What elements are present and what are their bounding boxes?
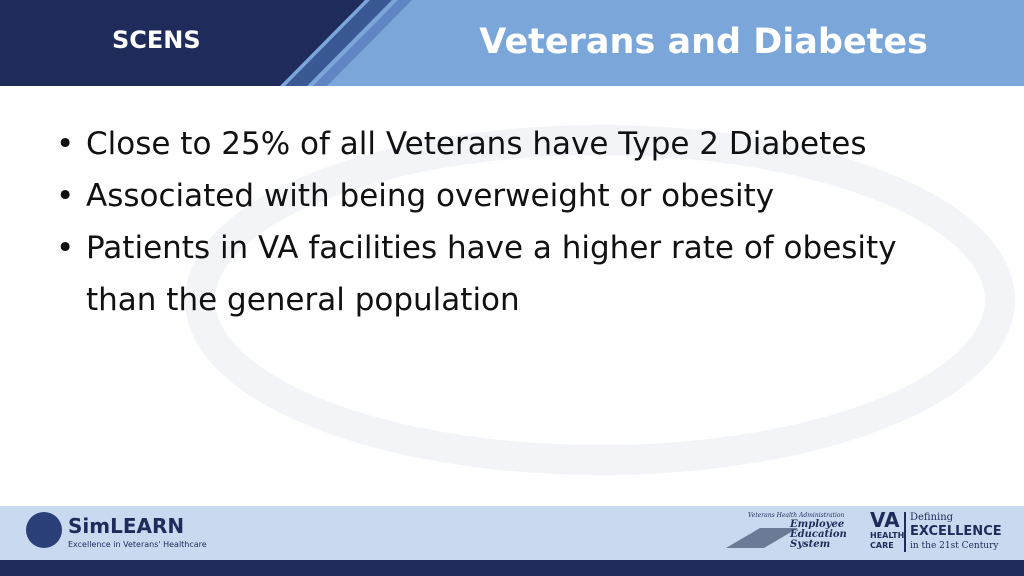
simlearn-globe [26,512,62,548]
ees-org: Veterans Health Administration [748,512,845,519]
va-excellence: EXCELLENCE [910,524,1002,539]
simlearn-tagline: Excellence in Veterans' Healthcare [68,540,207,549]
header-stripe [313,0,412,86]
header-dark [0,0,365,86]
va-defining: Defining [910,512,954,523]
slide-title: Veterans and Diabetes [479,22,928,62]
ees-flag [726,528,798,548]
bullet: Associated with being overweight or obes… [56,170,936,222]
footer-band [0,506,1024,560]
bullet-list: Close to 25% of all Veterans have Type 2… [56,118,936,326]
section-label: SCENS [112,26,201,54]
ees-name: Employee Education System [790,519,847,550]
header-stripe [285,0,392,86]
footer-bar [0,560,1024,576]
simlearn-name: SimLEARN [68,514,185,538]
bullet: Close to 25% of all Veterans have Type 2… [56,118,936,170]
va-sub: HEALTH CARE [870,531,905,550]
va-mark: VA [870,508,900,532]
va-century: in the 21st Century [910,541,999,551]
bullet: Patients in VA facilities have a higher … [56,222,936,326]
